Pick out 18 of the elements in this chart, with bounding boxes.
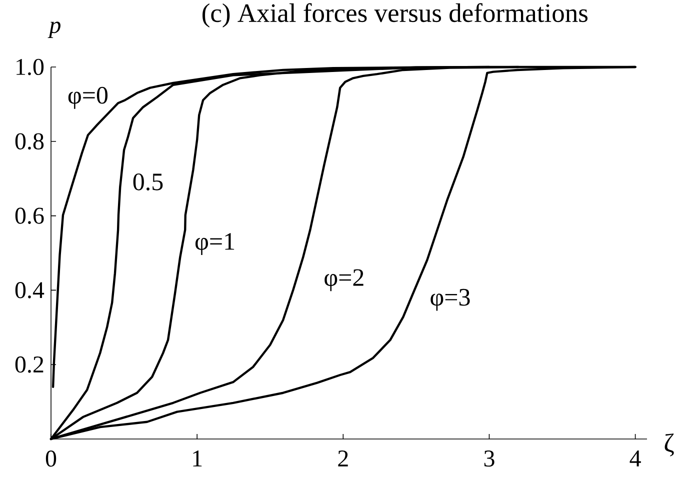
y-tick-label: 0.6 xyxy=(15,208,44,224)
y-tick-label: 0.8 xyxy=(15,133,44,150)
x-tick-label: 0 xyxy=(46,450,56,467)
series-label: 0.5 xyxy=(133,173,163,190)
y-tick-label: 1.0 xyxy=(16,58,44,76)
y-tick-label: 0.2 xyxy=(15,356,44,373)
chart-title: (c) Axial forces versus deformations xyxy=(202,3,588,28)
series-label: φ=3 xyxy=(430,288,470,311)
series-label: φ=2 xyxy=(324,269,364,292)
x-tick-label: 4 xyxy=(630,450,641,466)
x-tick-label: 2 xyxy=(338,450,348,466)
x-tick-label: 1 xyxy=(193,450,202,466)
series-label: φ=0 xyxy=(68,86,108,109)
y-tick-label: 0.4 xyxy=(15,282,44,298)
x-tick-label: 3 xyxy=(484,450,494,467)
y-axis-title: p xyxy=(48,22,60,38)
x-axis-title: ζ xyxy=(664,434,674,456)
series-label: φ=1 xyxy=(195,233,234,255)
